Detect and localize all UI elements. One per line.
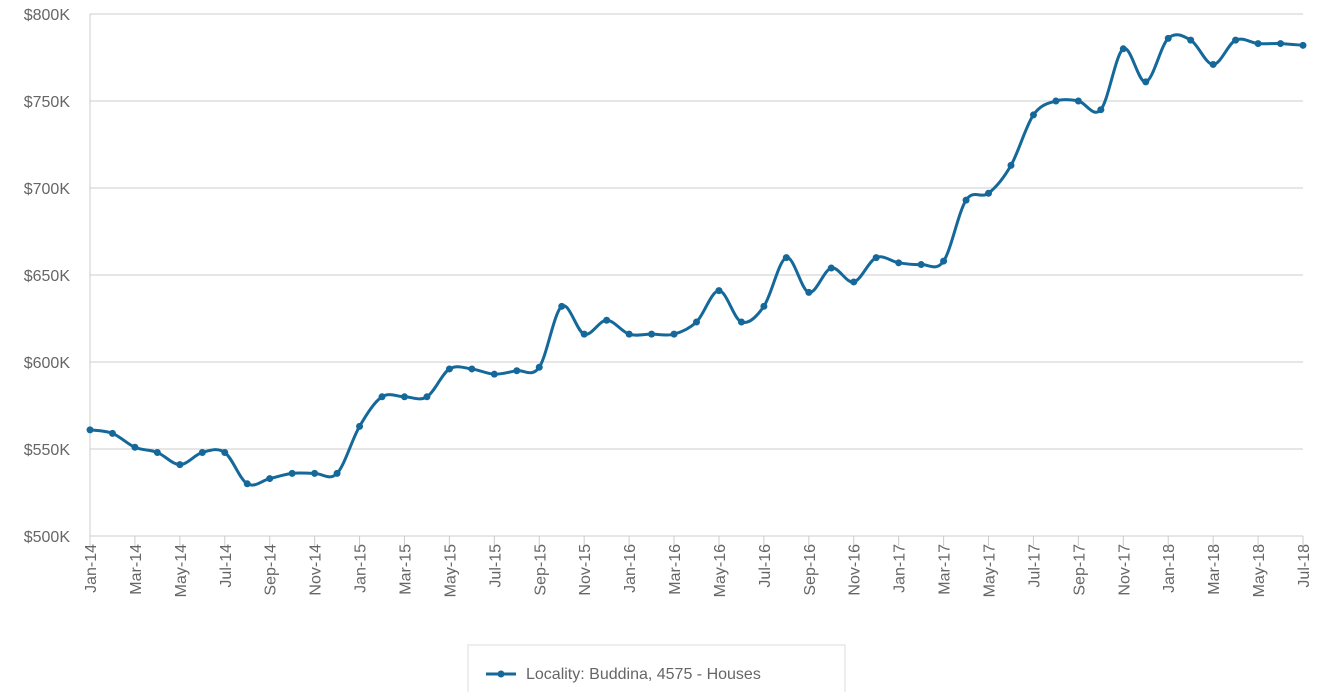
x-tick-label: May-15	[442, 544, 459, 597]
point	[895, 259, 903, 267]
x-tick-label: Mar-14	[128, 544, 145, 595]
x-tick-label: Jul-17	[1026, 544, 1043, 588]
point	[850, 278, 858, 286]
point	[243, 480, 251, 488]
x-tick-label: Nov-17	[1116, 544, 1133, 596]
y-tick-label: $500K	[24, 529, 71, 546]
point	[693, 318, 700, 326]
x-tick-label: Mar-15	[397, 544, 414, 595]
point	[266, 475, 274, 483]
point	[1187, 36, 1195, 44]
point	[872, 254, 880, 262]
point	[131, 443, 139, 451]
point	[288, 469, 296, 477]
x-tick-label: May-16	[712, 544, 729, 597]
y-tick-label: $550K	[24, 442, 71, 459]
point	[108, 429, 116, 437]
point	[490, 370, 498, 378]
legend-label: Locality: Buddina, 4575 - Houses	[526, 666, 761, 683]
point	[1254, 40, 1262, 48]
point	[1119, 45, 1127, 53]
point	[86, 426, 94, 434]
x-tick-label: May-17	[982, 544, 999, 597]
point	[445, 365, 453, 373]
x-tick-label: Jul-16	[757, 544, 774, 588]
point	[311, 469, 319, 477]
line	[89, 33, 1304, 487]
point	[1029, 111, 1037, 119]
point	[558, 302, 566, 310]
legend-marker	[497, 670, 505, 678]
point	[400, 393, 408, 401]
point	[1299, 41, 1307, 49]
point	[198, 448, 206, 456]
point	[737, 318, 745, 326]
x-tick-label: Jan-18	[1161, 544, 1178, 593]
point	[356, 422, 364, 430]
point	[1074, 97, 1082, 105]
legend: Locality: Buddina, 4575 - Houses	[467, 644, 846, 692]
x-tick-label: Mar-16	[667, 544, 684, 595]
x-tick-label: Sep-14	[263, 544, 280, 596]
y-tick-label: $750K	[24, 94, 71, 111]
x-tick-label: Nov-14	[308, 544, 325, 596]
x-tick-label: Sep-16	[802, 544, 819, 596]
point	[176, 461, 184, 469]
legend-box	[467, 644, 846, 692]
point	[1232, 36, 1240, 44]
point	[1007, 161, 1015, 169]
point	[153, 448, 161, 456]
x-tick-label: Nov-15	[577, 544, 594, 596]
y-tick-label: $700K	[24, 181, 71, 198]
point	[423, 393, 431, 401]
y-tick-label: $650K	[24, 268, 71, 285]
point	[1277, 40, 1285, 48]
x-tick-label: Jul-14	[218, 544, 235, 588]
point	[580, 330, 588, 338]
point	[333, 469, 341, 477]
x-tick-label: Jul-15	[487, 544, 504, 588]
x-tick-label: Jan-16	[622, 544, 639, 593]
point	[625, 330, 633, 338]
x-tick-label: Jan-14	[83, 544, 100, 593]
point	[1052, 97, 1060, 105]
point	[1097, 106, 1105, 114]
x-tick-label: Mar-17	[937, 544, 954, 595]
point	[827, 264, 835, 272]
point	[221, 448, 229, 456]
y-tick-label: $800K	[24, 7, 71, 24]
point	[468, 365, 476, 373]
point	[985, 189, 993, 197]
x-tick-label: May-18	[1251, 544, 1268, 597]
x-tick-label: Jan-17	[892, 544, 909, 593]
point	[513, 367, 521, 375]
y-tick-label: $600K	[24, 355, 71, 372]
point	[940, 257, 948, 265]
point	[1164, 34, 1172, 42]
point	[670, 330, 678, 338]
point	[1142, 78, 1150, 86]
point	[805, 288, 813, 296]
point	[917, 261, 925, 269]
point	[648, 330, 656, 338]
x-tick-label: Nov-16	[847, 544, 864, 596]
x-tick-label: Sep-17	[1071, 544, 1088, 596]
x-tick-label: Jan-15	[353, 544, 370, 593]
point	[603, 316, 611, 324]
point	[760, 302, 768, 310]
x-tick-label: Jul-18	[1296, 544, 1313, 588]
point	[378, 393, 386, 401]
point	[535, 363, 543, 371]
x-tick-label: May-14	[173, 544, 190, 597]
point	[715, 287, 723, 295]
point	[782, 254, 790, 262]
point	[962, 196, 970, 204]
x-tick-label: Mar-18	[1206, 544, 1223, 595]
x-tick-label: Sep-15	[532, 544, 549, 596]
point	[1209, 60, 1217, 68]
